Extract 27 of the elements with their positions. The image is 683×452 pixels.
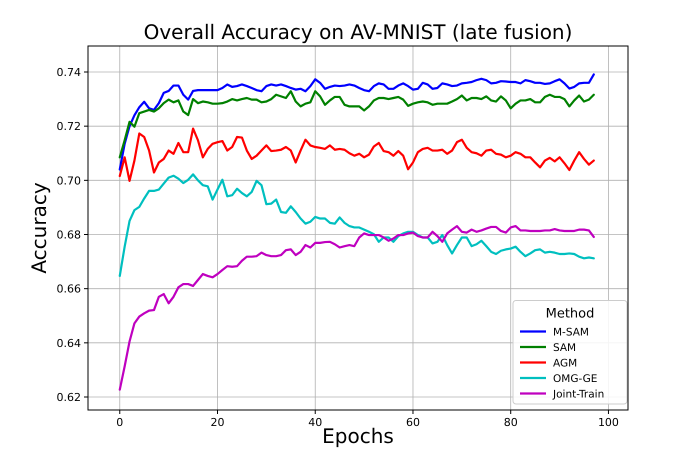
- legend-label: Joint-Train: [552, 388, 604, 400]
- x-tick-label: 40: [308, 416, 322, 429]
- chart-title: Overall Accuracy on AV-MNIST (late fusion): [144, 20, 572, 44]
- y-tick-label: 0.68: [56, 228, 81, 242]
- line-series: [118, 173, 595, 278]
- y-tick-label: 0.74: [56, 66, 81, 79]
- legend-label: AGM: [553, 358, 578, 370]
- line-series: [118, 128, 595, 182]
- legend-title: Method: [546, 306, 594, 322]
- x-tick-label: 0: [116, 416, 124, 429]
- x-tick-label: 100: [598, 416, 619, 429]
- line-series: [118, 73, 595, 171]
- line-series: [118, 225, 595, 391]
- y-tick-label: 0.66: [56, 282, 81, 296]
- x-tick-label: 60: [406, 416, 420, 429]
- y-tick-label: 0.64: [56, 336, 81, 350]
- x-tick-label: 20: [210, 416, 224, 429]
- y-axis-title: Accuracy: [27, 182, 51, 274]
- legend-label: OMG-GE: [553, 373, 598, 385]
- y-tick-label: 0.72: [56, 120, 81, 134]
- line-series: [118, 90, 595, 158]
- x-axis-title: Epochs: [322, 424, 394, 448]
- y-tick-label: 0.70: [56, 174, 81, 188]
- x-tick-label: 80: [504, 416, 518, 429]
- legend-label: M-SAM: [553, 326, 589, 338]
- legend-label: SAM: [553, 342, 576, 354]
- y-tick-label: 0.62: [56, 391, 81, 404]
